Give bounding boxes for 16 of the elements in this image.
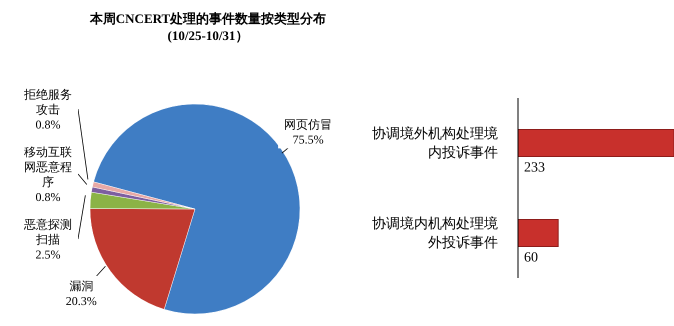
slice-label: 恶意探测扫描 [23,218,72,246]
data-label: 60 [524,250,538,266]
chart-title: 本周CNCERT处理的事件数量按类型分布 [88,10,328,27]
data-label: 0.8% [36,190,60,204]
data-label: 0.8% [36,118,60,132]
data-label: 75.5% [292,132,324,146]
y-tick-label: 协调境内机构处理境外投诉事件 [372,216,498,251]
slice-label: 网页仿冒 [284,117,332,132]
slice-label: 漏洞 [69,278,94,293]
data-label: 20.3% [66,294,97,308]
data-label: 233 [524,160,545,176]
chart-subtitle: (10/25-10/31） [166,27,250,44]
y-tick-label: 协调境外机构处理境内投诉事件 [372,126,498,161]
slice-label: 移动互联网恶意程序 [24,145,72,189]
slice-label: 拒绝服务攻击 [23,88,72,116]
data-label: 2.5% [36,248,60,262]
